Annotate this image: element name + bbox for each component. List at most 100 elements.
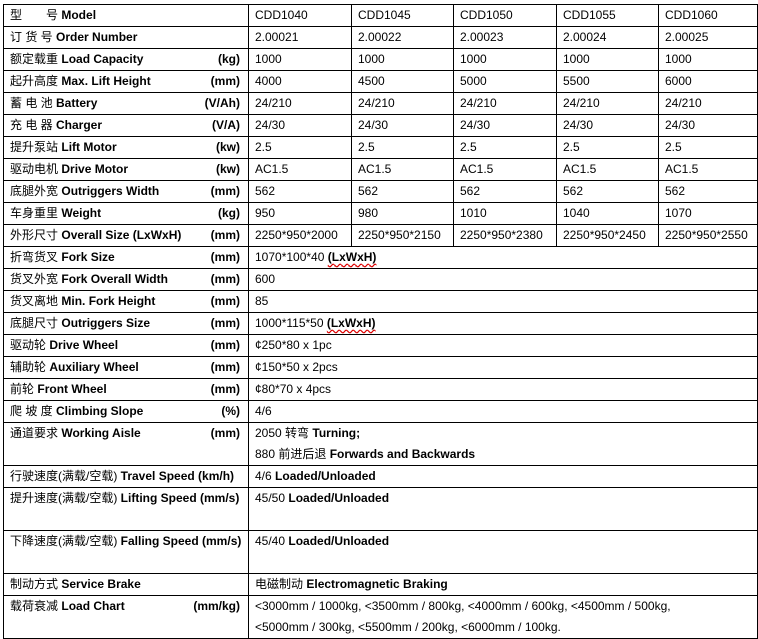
row-label: 底腿尺寸 Outriggers Size (mm): [3, 312, 249, 335]
model-cell: CDD1045: [351, 4, 454, 27]
label-en: Order Number: [56, 30, 138, 44]
row-label: 货叉外宽 Fork Overall Width (mm): [3, 268, 249, 291]
value-cell: AC1.5: [351, 158, 454, 181]
row-label: 制动方式 Service Brake: [3, 573, 249, 596]
label-unit: (mm): [210, 184, 240, 198]
table-row: 额定载重 Load Capacity (kg) 1000 1000 1000 1000 10…: [3, 48, 758, 71]
table-row: 蓄 电 池 Battery (V/Ah) 24/210 24/210 24/210 24/…: [3, 92, 758, 115]
value-cell: 24/210: [248, 92, 352, 115]
row-label: 型 号 Model: [3, 4, 249, 27]
table-row: 起升高度 Max. Lift Height (mm) 4000 4500 5000 550…: [3, 70, 758, 93]
value-cell: 1000: [658, 48, 758, 71]
value-text: 2050 转弯: [255, 426, 310, 440]
value-cell: 1010: [453, 202, 557, 225]
label-unit: (mm/kg): [193, 599, 240, 613]
value-cell: AC1.5: [453, 158, 557, 181]
row-label: 折弯货叉 Fork Size (mm): [3, 246, 249, 269]
table-row: 底腿外宽 Outriggers Width (mm) 562 562 562 562 562: [3, 180, 758, 203]
label-cn: 底腿尺寸: [10, 316, 59, 330]
value-text: ¢150*50 x 2pcs: [255, 360, 338, 374]
value-bold: (LxWxH): [327, 250, 377, 264]
label-unit: (mm): [210, 338, 240, 352]
label-en: Fork Overall Width: [61, 272, 168, 286]
row-label: 充 电 器 Charger (V/A): [3, 114, 249, 137]
label-unit: (kw): [216, 162, 240, 176]
value-text: 45/40: [255, 534, 286, 548]
label-cn: 提升泵站: [10, 140, 59, 154]
label-en: Drive Motor: [61, 162, 129, 176]
value-cell: 2.00024: [556, 26, 659, 49]
table-row: 提升速度(满载/空载) Lifting Speed (mm/s) 45/50 Lo…: [3, 487, 758, 531]
label-en: Front Wheel: [37, 382, 107, 396]
table-row: 折弯货叉 Fork Size (mm) 1070*100*40 (LxWxH): [3, 246, 758, 269]
label-en: Drive Wheel: [49, 338, 119, 352]
value-cell: 2.5: [351, 136, 454, 159]
value-text: 45/50: [255, 491, 286, 505]
row-label: 载荷衰减 Load Chart (mm/kg): [3, 595, 249, 639]
label-cn: 辅助轮: [10, 360, 47, 374]
label-en: Load Capacity: [61, 52, 144, 66]
value-text: <3000mm / 1000kg, <3500mm / 800kg, <4000…: [255, 599, 671, 613]
value-cell: <3000mm / 1000kg, <3500mm / 800kg, <4000…: [248, 595, 758, 639]
value-cell: 2.5: [658, 136, 758, 159]
table-row: 订 货 号 Order Number 2.00021 2.00022 2.00023 2…: [3, 26, 758, 49]
value-cell: 24/210: [658, 92, 758, 115]
table-row: 爬 坡 度 Climbing Slope (%) 4/6: [3, 400, 758, 423]
value-cell: 24/30: [248, 114, 352, 137]
value-bold: Loaded/Unloaded: [288, 491, 390, 505]
label-unit: (mm): [210, 360, 240, 374]
table-row: 提升泵站 Lift Motor (kw) 2.5 2.5 2.5 2.5 2.5: [3, 136, 758, 159]
table-row: 外形尺寸 Overall Size (LxWxH) (mm) 2250*950*20…: [3, 224, 758, 247]
label-cn: 下降速度(满载/空载): [10, 534, 118, 548]
label-en: Lift Motor: [61, 140, 117, 154]
value-cell: 5500: [556, 70, 659, 93]
label-en: Travel Speed (km/h): [120, 469, 235, 483]
label-cn: 提升速度(满载/空载): [10, 491, 118, 505]
label-en: Min. Fork Height: [61, 294, 156, 308]
model-cell: CDD1055: [556, 4, 659, 27]
label-en: Load Chart: [61, 599, 125, 613]
value-cell: 4/6: [248, 400, 758, 423]
value-cell: ¢150*50 x 2pcs: [248, 356, 758, 379]
value-bold: Forwards and Backwards: [329, 447, 476, 461]
label-cn: 货叉外宽: [10, 272, 59, 286]
row-label: 车身重里 Weight (kg): [3, 202, 249, 225]
label-cn: 前轮: [10, 382, 35, 396]
label-cn: 充 电 器: [10, 118, 53, 132]
value-cell: ¢250*80 x 1pc: [248, 334, 758, 357]
label-cn: 爬 坡 度: [10, 404, 53, 418]
row-label: 行驶速度(满载/空载) Travel Speed (km/h): [3, 465, 249, 488]
value-cell: 1000*115*50 (LxWxH): [248, 312, 758, 335]
value-cell: 950: [248, 202, 352, 225]
value-cell: 562: [453, 180, 557, 203]
label-en: Auxiliary Wheel: [49, 360, 139, 374]
value-cell: 2.5: [248, 136, 352, 159]
table-row: 驱动轮 Drive Wheel (mm) ¢250*80 x 1pc: [3, 334, 758, 357]
row-label: 辅助轮 Auxiliary Wheel (mm): [3, 356, 249, 379]
table-row: 底腿尺寸 Outriggers Size (mm) 1000*115*50 (LxW…: [3, 312, 758, 335]
table-row: 前轮 Front Wheel (mm) ¢80*70 x 4pcs: [3, 378, 758, 401]
label-unit: (mm): [210, 272, 240, 286]
value-text: <5000mm / 300kg, <5500mm / 200kg, <6000m…: [255, 620, 561, 634]
row-label: 提升泵站 Lift Motor (kw): [3, 136, 249, 159]
value-cell: 电磁制动 Electromagnetic Braking: [248, 573, 758, 596]
value-cell: 1040: [556, 202, 659, 225]
table-row: 充 电 器 Charger (V/A) 24/30 24/30 24/30 24/30 24…: [3, 114, 758, 137]
row-label: 蓄 电 池 Battery (V/Ah): [3, 92, 249, 115]
spec-table: 型 号 Model CDD1040 CDD1045 CDD1050 CDD105…: [3, 4, 758, 639]
label-en: Lifting Speed (mm/s): [120, 491, 240, 505]
value-cell: 1000: [351, 48, 454, 71]
value-bold: Loaded/Unloaded: [288, 534, 390, 548]
label-unit: (kg): [218, 206, 240, 220]
label-cn: 驱动轮: [10, 338, 47, 352]
model-cell: CDD1060: [658, 4, 758, 27]
model-cell: CDD1050: [453, 4, 557, 27]
row-label: 底腿外宽 Outriggers Width (mm): [3, 180, 249, 203]
label-cn: 货叉离地: [10, 294, 59, 308]
value-cell: 2.00022: [351, 26, 454, 49]
table-row: 制动方式 Service Brake 电磁制动 Electromagnetic B…: [3, 573, 758, 596]
value-cell: ¢80*70 x 4pcs: [248, 378, 758, 401]
label-en: Outriggers Size: [61, 316, 151, 330]
label-en: Max. Lift Height: [61, 74, 151, 88]
label-unit: (kg): [218, 52, 240, 66]
